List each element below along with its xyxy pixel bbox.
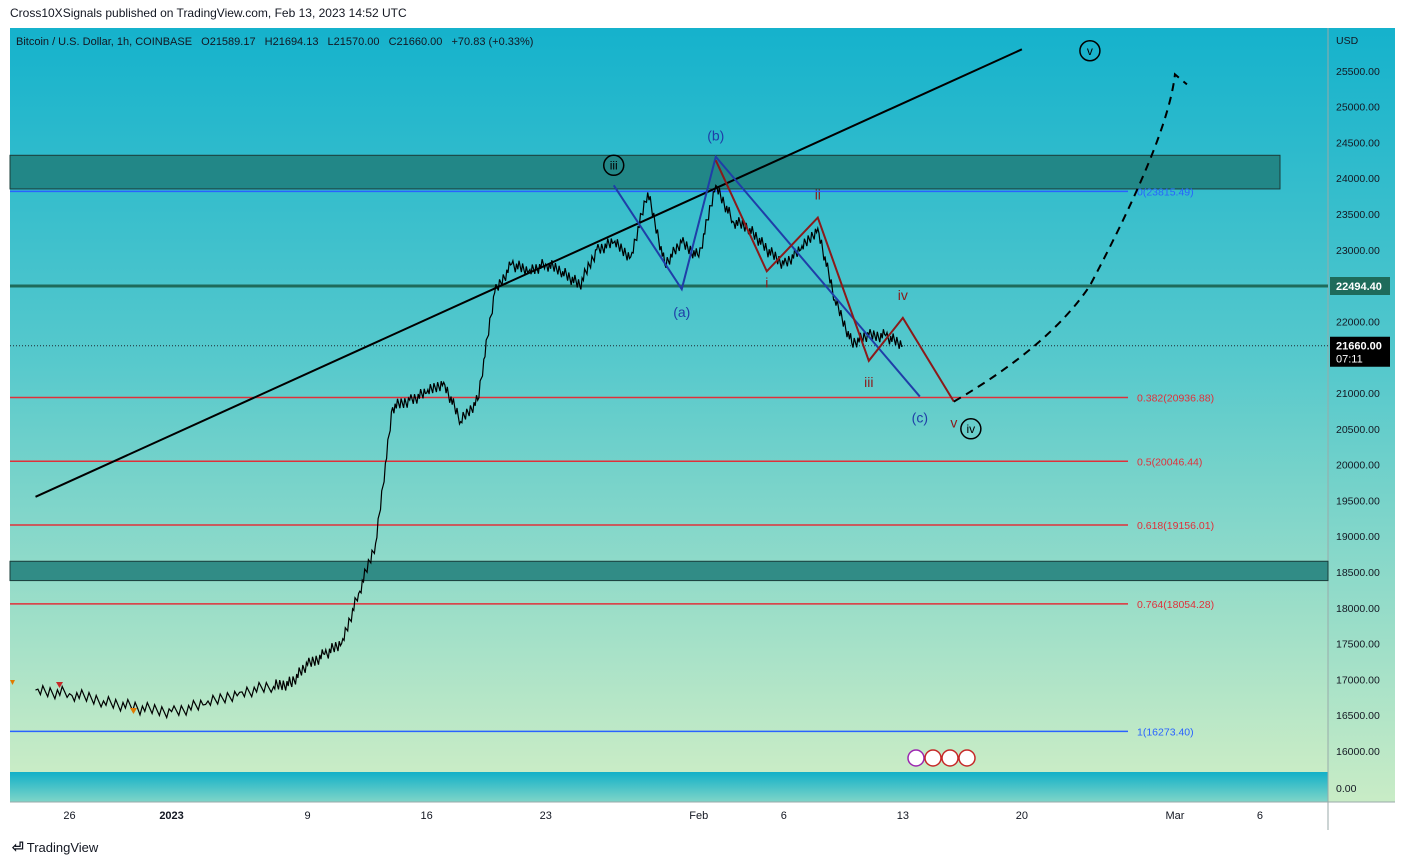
time-axis-background (10, 802, 1395, 830)
ohlc-low: L21570.00 (328, 36, 380, 48)
wave-sub-line[interactable] (714, 159, 955, 403)
wave-circle-label: v (1087, 44, 1093, 58)
flag-icon[interactable] (958, 749, 976, 767)
y-tick-label: 17000.00 (1336, 674, 1380, 686)
y-tick-label: 19500.00 (1336, 495, 1380, 507)
brand-label: TradingView (26, 840, 99, 855)
x-tick-label: 9 (305, 810, 311, 822)
x-tick-label: 20 (1016, 810, 1028, 822)
wave-circle-marker (1079, 40, 1101, 62)
current-price-tag (1330, 336, 1390, 367)
volume-pane (10, 772, 1328, 802)
ohlc-open: O21589.17 (201, 36, 255, 48)
tradingview-logo-icon: ⏎ (12, 839, 24, 855)
publisher-line: Cross10XSignals published on TradingView… (10, 6, 407, 20)
wave-abc-line[interactable] (612, 154, 921, 398)
y-tick-label: 20500.00 (1336, 424, 1380, 436)
wave-circle-label: iii (610, 158, 618, 172)
wave-label: (a) (673, 304, 690, 320)
x-tick-label: 23 (540, 810, 552, 822)
marker-icon (56, 682, 63, 688)
price-axis-background (1328, 28, 1395, 802)
x-tick-label: 13 (897, 810, 909, 822)
fib-level-label: 0(23815.49) (1137, 186, 1194, 198)
level-price-tag (1330, 277, 1390, 296)
resistance-zone (9, 560, 1329, 582)
tradingview-brand[interactable]: ⏎ TradingView (12, 839, 98, 856)
x-tick-label: Feb (689, 810, 708, 822)
fib-level-label: 0.382(20936.88) (1137, 393, 1214, 405)
y-tick-label: 25000.00 (1336, 102, 1380, 114)
ohlc-high: H21694.13 (265, 36, 319, 48)
x-tick-label: 6 (1257, 810, 1263, 822)
symbol-legend: Bitcoin / U.S. Dollar, 1h, COINBASE O215… (16, 36, 533, 48)
wave-label: ii (815, 187, 821, 203)
projection-path[interactable] (953, 72, 1188, 403)
symbol-name: Bitcoin / U.S. Dollar, 1h, COINBASE (16, 36, 192, 48)
current-price-timer: 07:11 (1336, 354, 1363, 366)
y-tick-label: 18000.00 (1336, 603, 1380, 615)
y-tick-label: 18500.00 (1336, 567, 1380, 579)
wave-label: i (765, 274, 768, 290)
y-tick-label: 17500.00 (1336, 639, 1380, 651)
resistance-zone (9, 154, 1281, 190)
y-tick-label: 20000.00 (1336, 460, 1380, 472)
event-icons[interactable] (907, 749, 976, 767)
ohlc-close: C21660.00 (389, 36, 443, 48)
fib-level-label: 1(16273.40) (1137, 726, 1194, 738)
current-price-value: 21660.00 (1336, 341, 1382, 353)
wave-label: iii (864, 374, 873, 390)
wave-label: (b) (707, 128, 724, 144)
y-tick-label: 16500.00 (1336, 710, 1380, 722)
y-tick-label: 19000.00 (1336, 531, 1380, 543)
y-tick-label: 24500.00 (1336, 137, 1380, 149)
marker-icon (10, 680, 15, 685)
x-tick-label: 2023 (159, 810, 183, 822)
chart-background (10, 28, 1328, 772)
wave-circle-marker (960, 418, 982, 440)
x-tick-label: 16 (421, 810, 433, 822)
fib-level-label: 0.764(18054.28) (1137, 599, 1214, 611)
level-price-value: 22494.40 (1336, 281, 1382, 293)
event-icon[interactable] (907, 749, 925, 767)
y-tick-label: 21000.00 (1336, 388, 1380, 400)
wave-circle-label: iv (967, 422, 976, 436)
ohlc-change: +70.83 (+0.33%) (451, 36, 533, 48)
flag-icon[interactable] (941, 749, 959, 767)
wave-label: v (950, 415, 957, 431)
trendline[interactable] (35, 48, 1023, 498)
fib-level-label: 0.618(19156.01) (1137, 520, 1214, 532)
wave-circle-marker (602, 154, 625, 177)
x-tick-label: 6 (781, 810, 787, 822)
volume-tick-label: 0.00 (1336, 783, 1357, 795)
price-line (35, 184, 904, 720)
x-tick-label: 26 (63, 810, 75, 822)
y-tick-label: 23500.00 (1336, 209, 1380, 221)
y-tick-label: 23000.00 (1336, 245, 1380, 257)
y-tick-label: 24000.00 (1336, 173, 1380, 185)
flag-icon[interactable] (924, 749, 942, 767)
y-tick-label: 16000.00 (1336, 746, 1380, 758)
currency-label: USD (1336, 35, 1359, 47)
wave-label: (c) (912, 410, 928, 426)
y-tick-label: 25500.00 (1336, 66, 1380, 78)
y-tick-label: 22000.00 (1336, 316, 1380, 328)
fib-level-label: 0.5(20046.44) (1137, 456, 1202, 468)
x-tick-label: Mar (1165, 810, 1184, 822)
marker-icon (130, 708, 137, 714)
wave-label: iv (898, 287, 908, 303)
